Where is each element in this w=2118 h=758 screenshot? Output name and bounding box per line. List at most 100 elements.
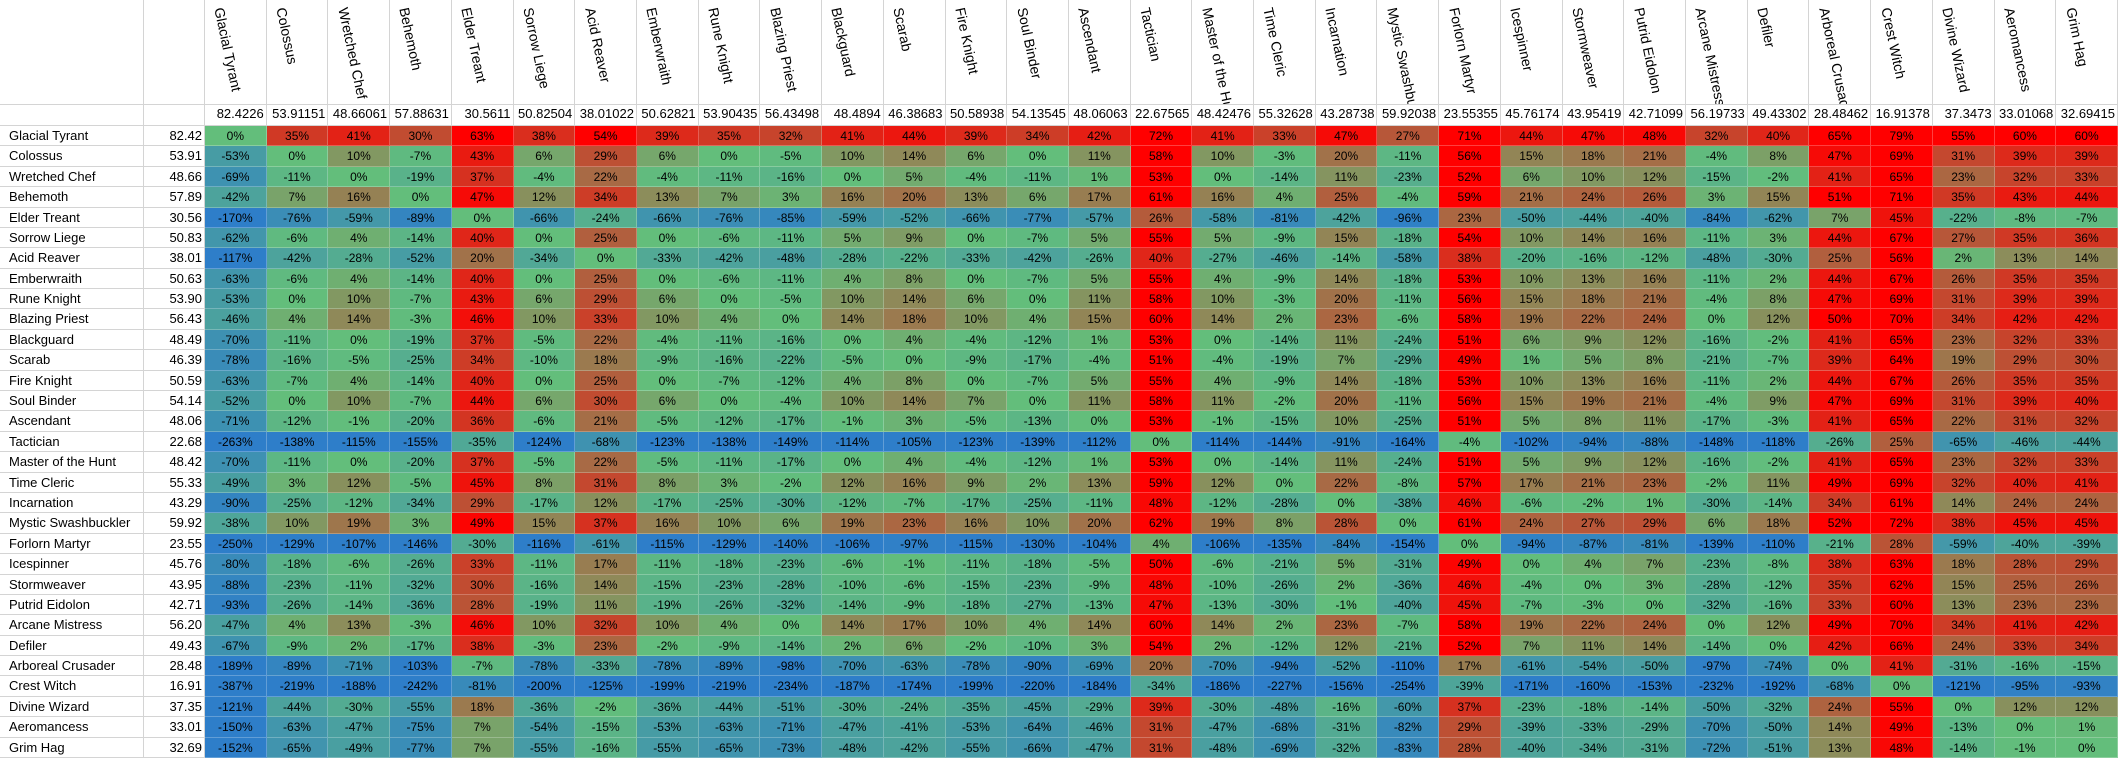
matchup-percent-cell[interactable]: -30% [451,533,514,555]
column-average-cell[interactable]: 43.28738 [1315,105,1378,126]
matchup-percent-cell[interactable]: -14% [1254,452,1316,473]
matchup-percent-cell[interactable]: 22% [575,166,637,188]
matchup-percent-cell[interactable]: -7% [390,391,452,412]
matchup-percent-cell[interactable]: -28% [822,248,884,269]
matchup-percent-cell[interactable]: -2% [636,635,699,657]
matchup-percent-cell[interactable]: -76% [698,207,761,228]
matchup-percent-cell[interactable]: -70% [205,329,267,351]
matchup-percent-cell[interactable]: 48% [1130,574,1193,595]
matchup-percent-cell[interactable]: -88% [1624,431,1687,453]
matchup-percent-cell[interactable]: 10% [328,289,391,310]
matchup-percent-cell[interactable]: -94% [1562,431,1625,453]
row-average-cell[interactable]: 50.83 [144,227,205,249]
matchup-percent-cell[interactable]: -49% [205,472,267,493]
matchup-percent-cell[interactable]: -4% [1192,350,1255,371]
matchup-percent-cell[interactable]: 8% [636,472,699,493]
matchup-percent-cell[interactable]: 34% [1932,615,1995,636]
matchup-percent-cell[interactable]: 57% [1439,472,1501,493]
matchup-percent-cell[interactable]: 19% [1500,309,1563,330]
matchup-percent-cell[interactable]: -26% [266,594,329,616]
matchup-percent-cell[interactable]: 34% [1932,309,1995,330]
matchup-percent-cell[interactable]: 12% [513,187,576,208]
matchup-percent-cell[interactable]: -31% [1624,737,1687,758]
matchup-percent-cell[interactable]: -14% [1686,635,1748,657]
matchup-percent-cell[interactable]: -199% [636,676,699,697]
matchup-percent-cell[interactable]: 24% [1994,492,2057,514]
matchup-percent-cell[interactable]: -11% [1686,370,1748,392]
matchup-percent-cell[interactable]: 9% [1747,391,1810,412]
matchup-percent-cell[interactable]: 12% [1747,615,1810,636]
matchup-percent-cell[interactable]: 0% [266,391,329,412]
matchup-percent-cell[interactable]: -387% [205,676,267,697]
matchup-percent-cell[interactable]: -188% [328,676,391,697]
column-header[interactable]: Blackguard [822,0,884,105]
matchup-percent-cell[interactable]: 26% [1130,207,1193,228]
matchup-percent-cell[interactable]: -144% [1254,431,1316,453]
matchup-percent-cell[interactable]: 52% [1809,513,1872,534]
row-name-cell[interactable]: Master of the Hunt [0,452,144,473]
matchup-percent-cell[interactable]: -123% [945,431,1008,453]
matchup-percent-cell[interactable]: 11% [1192,391,1255,412]
matchup-percent-cell[interactable]: -118% [1747,431,1810,453]
matchup-percent-cell[interactable]: -39% [1500,717,1563,738]
matchup-percent-cell[interactable]: -44% [698,696,761,718]
matchup-percent-cell[interactable]: 2% [822,635,884,657]
matchup-percent-cell[interactable]: 16% [1624,370,1687,392]
matchup-percent-cell[interactable]: 43% [451,146,514,167]
matchup-percent-cell[interactable]: -17% [760,452,823,473]
column-average-cell[interactable]: 50.62821 [636,105,699,126]
matchup-percent-cell[interactable]: 24% [1809,696,1872,718]
matchup-percent-cell[interactable]: 10% [945,615,1008,636]
matchup-percent-cell[interactable]: 72% [1130,126,1193,147]
matchup-percent-cell[interactable]: 47% [1809,146,1872,167]
matchup-percent-cell[interactable]: 5% [1500,411,1563,432]
matchup-percent-cell[interactable]: 3% [1686,187,1748,208]
matchup-percent-cell[interactable]: -35% [945,696,1008,718]
matchup-percent-cell[interactable]: 3% [1747,227,1810,249]
matchup-percent-cell[interactable]: 6% [1686,513,1748,534]
matchup-percent-cell[interactable]: -14% [760,635,823,657]
matchup-percent-cell[interactable]: 34% [451,350,514,371]
matchup-percent-cell[interactable]: -46% [205,309,267,330]
matchup-percent-cell[interactable]: -80% [205,554,267,575]
matchup-percent-cell[interactable]: -20% [1500,248,1563,269]
matchup-percent-cell[interactable]: 11% [1624,411,1687,432]
matchup-percent-cell[interactable]: 14% [822,615,884,636]
matchup-percent-cell[interactable]: -72% [1686,737,1748,758]
matchup-percent-cell[interactable]: 2% [1007,472,1069,493]
matchup-percent-cell[interactable]: -7% [390,289,452,310]
matchup-percent-cell[interactable]: 18% [1562,289,1625,310]
matchup-percent-cell[interactable]: 53% [1439,370,1501,392]
matchup-percent-cell[interactable]: -6% [1500,492,1563,514]
matchup-percent-cell[interactable]: -14% [390,370,452,392]
matchup-percent-cell[interactable]: 22% [575,452,637,473]
matchup-percent-cell[interactable]: -25% [1377,411,1440,432]
row-name-cell[interactable]: Icespinner [0,554,144,575]
matchup-percent-cell[interactable]: 11% [575,594,637,616]
matchup-percent-cell[interactable]: 20% [1315,391,1378,412]
matchup-percent-cell[interactable]: 20% [1315,289,1378,310]
matchup-percent-cell[interactable]: 55% [1932,126,1995,147]
matchup-percent-cell[interactable]: -20% [390,452,452,473]
matchup-percent-cell[interactable]: -11% [945,554,1008,575]
matchup-percent-cell[interactable]: -106% [822,533,884,555]
matchup-percent-cell[interactable]: 47% [1562,126,1625,147]
matchup-percent-cell[interactable]: 8% [1562,411,1625,432]
matchup-percent-cell[interactable]: 39% [1130,696,1193,718]
matchup-percent-cell[interactable]: 13% [1809,737,1872,758]
matchup-percent-cell[interactable]: -4% [760,391,823,412]
matchup-percent-cell[interactable]: 0% [945,268,1008,290]
matchup-percent-cell[interactable]: 0% [698,146,761,167]
matchup-percent-cell[interactable]: -59% [328,207,391,228]
matchup-percent-cell[interactable]: -30% [822,696,884,718]
matchup-percent-cell[interactable]: -129% [698,533,761,555]
matchup-percent-cell[interactable]: -62% [205,227,267,249]
matchup-percent-cell[interactable]: -6% [266,268,329,290]
matchup-percent-cell[interactable]: -3% [1254,289,1316,310]
matchup-percent-cell[interactable]: 30% [2056,350,2118,371]
matchup-percent-cell[interactable]: -59% [822,207,884,228]
matchup-percent-cell[interactable]: 0% [1871,676,1933,697]
matchup-percent-cell[interactable]: -219% [698,676,761,697]
row-name-cell[interactable]: Rune Knight [0,289,144,310]
matchup-percent-cell[interactable]: -2% [760,472,823,493]
